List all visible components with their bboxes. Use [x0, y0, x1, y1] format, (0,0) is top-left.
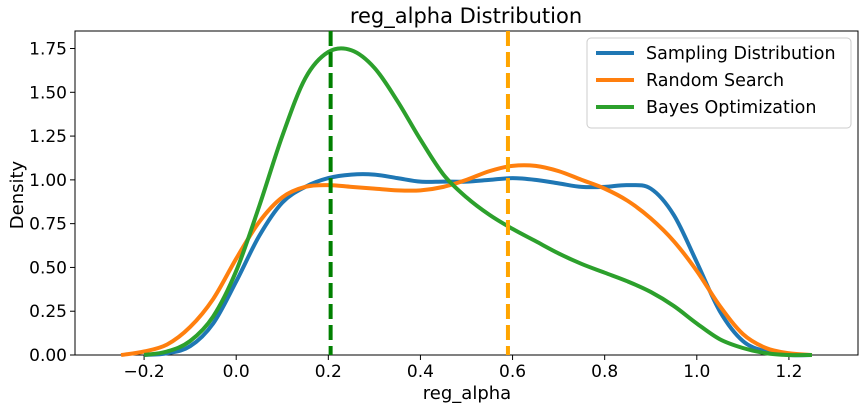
x-tick-label: 0.2: [315, 362, 342, 382]
legend-label-2: Bayes Optimization: [646, 98, 816, 118]
chart-title: reg_alpha Distribution: [350, 4, 582, 29]
y-tick-label: 0.50: [29, 258, 67, 278]
x-tick-label: 0.6: [499, 362, 526, 382]
legend-label-1: Random Search: [646, 71, 784, 91]
x-tick-label: −0.2: [123, 362, 164, 382]
legend-frame: [586, 37, 852, 129]
legend-label-0: Sampling Distribution: [646, 44, 836, 64]
legend: Sampling Distribution Random Search Bayes …: [586, 37, 852, 129]
x-tick-label: 1.2: [775, 362, 802, 382]
y-axis-label: Density: [7, 160, 28, 229]
y-tick-label: 0.75: [29, 215, 67, 235]
x-tick-label: 1.0: [683, 362, 710, 382]
y-tick-label: 1.00: [29, 171, 67, 191]
plot-area: −0.2 0.0 0.2 0.4 0.6 0.8 1.0 1.2 0.00 0.25 0.50 0.7…: [29, 30, 859, 382]
y-tick-label: 1.75: [29, 40, 67, 60]
y-tick-label: 1.25: [29, 127, 67, 147]
series-line-0: [143, 172, 812, 358]
axes-frame: [74, 30, 859, 356]
x-tick-label: 0.4: [407, 362, 434, 382]
series-line-1: [120, 163, 813, 357]
y-tick-label: 1.50: [29, 83, 67, 103]
series-line-2: [143, 46, 812, 358]
x-axis-label: reg_alpha: [423, 383, 511, 404]
x-tick-label: 0.0: [223, 362, 250, 382]
y-tick-label: 0.00: [29, 346, 67, 366]
y-tick-label: 0.25: [29, 302, 67, 322]
x-tick-label: 0.8: [591, 362, 618, 382]
